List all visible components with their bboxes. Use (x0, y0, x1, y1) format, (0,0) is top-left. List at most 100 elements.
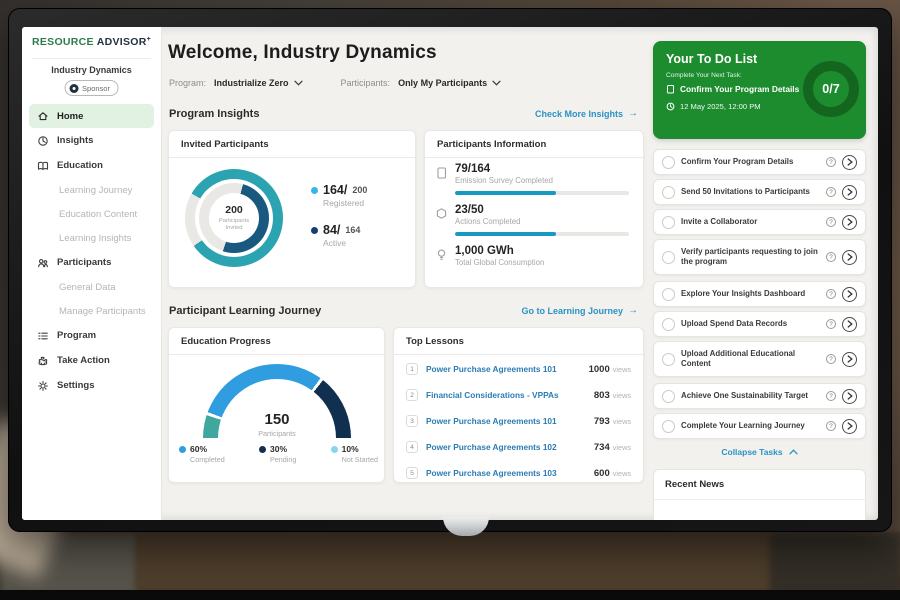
todo-checkbox[interactable] (662, 317, 675, 331)
lesson-views-count: 600 (593, 467, 610, 479)
todo-due-label: 12 May 2025, 12:00 PM (680, 102, 761, 111)
help-icon[interactable]: ? (826, 319, 836, 329)
lesson-rank: 4 (406, 441, 418, 453)
chevron-right-icon[interactable] (842, 351, 857, 367)
chevron-right-icon[interactable] (842, 249, 857, 265)
todo-checkbox[interactable] (662, 215, 675, 229)
todo-checkbox[interactable] (662, 419, 675, 433)
todo-item[interactable]: Invite a Collaborator ? (653, 209, 866, 235)
sidebar-item-manage-participants[interactable]: Manage Participants (22, 299, 161, 323)
todo-checkbox[interactable] (662, 389, 675, 403)
todo-checkbox[interactable] (662, 155, 675, 169)
legend-dot (259, 445, 266, 453)
todo-item[interactable]: Confirm Your Program Details ? (653, 149, 866, 175)
go-to-learning-journey-link[interactable]: Go to Learning Journey → (521, 306, 638, 317)
todo-item[interactable]: Complete Your Learning Journey ? (653, 413, 866, 439)
participants-filter-label: Participants: (340, 78, 391, 88)
learning-journey-title: Participant Learning Journey (169, 305, 322, 317)
chevron-right-icon[interactable] (842, 316, 857, 332)
sidebar-item-education-content[interactable]: Education Content (22, 202, 161, 226)
lesson-rank: 5 (406, 467, 418, 479)
chevron-right-icon[interactable] (842, 388, 857, 404)
help-icon[interactable]: ? (826, 289, 836, 299)
monitor-bezel: RESOURCE ADVISOR+ Industry Dynamics Spon… (8, 8, 892, 532)
card-title: Education Progress (169, 328, 384, 355)
help-glyph: ? (829, 188, 833, 196)
program-dropdown[interactable]: Industrialize Zero (214, 78, 303, 88)
sidebar-nav: Home Insights Education Learning Journey… (22, 104, 161, 398)
sidebar-item-education[interactable]: Education (22, 153, 161, 178)
donut-center-label: Participants Invited (218, 217, 250, 231)
help-glyph: ? (829, 320, 833, 328)
sponsor-badge: Sponsor (64, 80, 119, 96)
todo-item[interactable]: Send 50 Invitations to Participants ? (653, 179, 866, 205)
collapse-tasks-link[interactable]: Collapse Tasks (653, 447, 866, 457)
legend-value: 30% (270, 444, 288, 454)
lesson-link[interactable]: Power Purchase Agreements 103 (426, 468, 557, 478)
todo-item[interactable]: Achieve One Sustainability Target ? (653, 383, 866, 409)
todo-checkbox[interactable] (662, 287, 675, 301)
recent-news-card: Recent News (653, 469, 866, 520)
legend-value: 84/ (323, 223, 341, 237)
link-label: Go to Learning Journey (521, 306, 623, 316)
todo-item[interactable]: Upload Spend Data Records ? (653, 311, 866, 337)
lesson-link[interactable]: Power Purchase Agreements 101 (426, 416, 557, 426)
check-more-insights-link[interactable]: Check More Insights → (535, 109, 638, 120)
clock-icon (666, 102, 675, 111)
help-icon[interactable]: ? (826, 252, 836, 262)
legend-label: Active (323, 238, 347, 248)
lesson-row: 2 Financial Considerations - VPPAs 803 vi… (406, 382, 631, 408)
filters-bar: Program: Industrialize Zero Participants… (169, 78, 501, 88)
sidebar-item-home[interactable]: Home (29, 104, 154, 128)
background-desk-center (135, 534, 775, 592)
help-icon[interactable]: ? (826, 354, 836, 364)
sidebar-item-learning-insights[interactable]: Learning Insights (22, 226, 161, 250)
todo-checkbox[interactable] (662, 352, 675, 366)
sidebar-item-label: General Data (59, 281, 116, 293)
help-icon[interactable]: ? (826, 217, 836, 227)
sidebar-item-insights[interactable]: Insights (22, 128, 161, 153)
stat-label: Emission Survey Completed (455, 176, 553, 185)
lesson-link[interactable]: Financial Considerations - VPPAs (426, 390, 559, 400)
lesson-views-label: views (612, 468, 631, 478)
sidebar-item-general-data[interactable]: General Data (22, 275, 161, 299)
participants-dropdown[interactable]: Only My Participants (398, 78, 501, 88)
sidebar-item-learning-journey[interactable]: Learning Journey (22, 178, 161, 202)
help-glyph: ? (829, 253, 833, 261)
sidebar-item-program[interactable]: Program (22, 323, 161, 348)
todo-item[interactable]: Explore Your Insights Dashboard ? (653, 281, 866, 307)
lesson-link[interactable]: Power Purchase Agreements 101 (426, 364, 557, 374)
todo-item-label: Achieve One Sustainability Target (681, 391, 809, 401)
lesson-rank: 1 (406, 363, 418, 375)
chevron-right-icon[interactable] (842, 154, 857, 170)
chevron-right-icon[interactable] (842, 418, 857, 434)
legend-dot (330, 445, 338, 453)
todo-summary-card: Your To Do List Complete Your Next Task:… (653, 41, 866, 139)
help-icon[interactable]: ? (826, 391, 836, 401)
donut-center: 200 Participants Invited (209, 193, 259, 243)
stat-actions-completed: 23/50 Actions Completed (435, 204, 629, 236)
help-icon[interactable]: ? (826, 157, 836, 167)
legend-label: Not Started (341, 455, 378, 464)
org-name: Industry Dynamics (51, 65, 132, 75)
lesson-link[interactable]: Power Purchase Agreements 102 (426, 442, 557, 452)
todo-item-label: Invite a Collaborator (681, 217, 758, 227)
chevron-right-icon[interactable] (842, 214, 857, 230)
todo-item[interactable]: Verify participants requesting to join t… (653, 239, 866, 275)
program-filter-label: Program: (169, 78, 207, 88)
todo-item[interactable]: Upload Additional Educational Content ? (653, 341, 866, 377)
sidebar-item-label: Learning Journey (59, 184, 133, 196)
legend-value: 10% (341, 444, 359, 454)
sidebar-item-settings[interactable]: Settings (22, 373, 161, 398)
chevron-right-icon[interactable] (842, 286, 857, 302)
todo-checkbox[interactable] (662, 185, 675, 199)
lesson-views-count: 734 (593, 441, 610, 453)
todo-checkbox[interactable] (662, 250, 675, 264)
help-icon[interactable]: ? (826, 421, 836, 431)
chevron-right-icon[interactable] (842, 184, 857, 200)
sidebar-item-participants[interactable]: Participants (22, 250, 161, 275)
help-icon[interactable]: ? (826, 187, 836, 197)
list-icon (38, 332, 48, 339)
book-icon (37, 161, 49, 170)
sidebar-item-take-action[interactable]: Take Action (22, 348, 161, 373)
